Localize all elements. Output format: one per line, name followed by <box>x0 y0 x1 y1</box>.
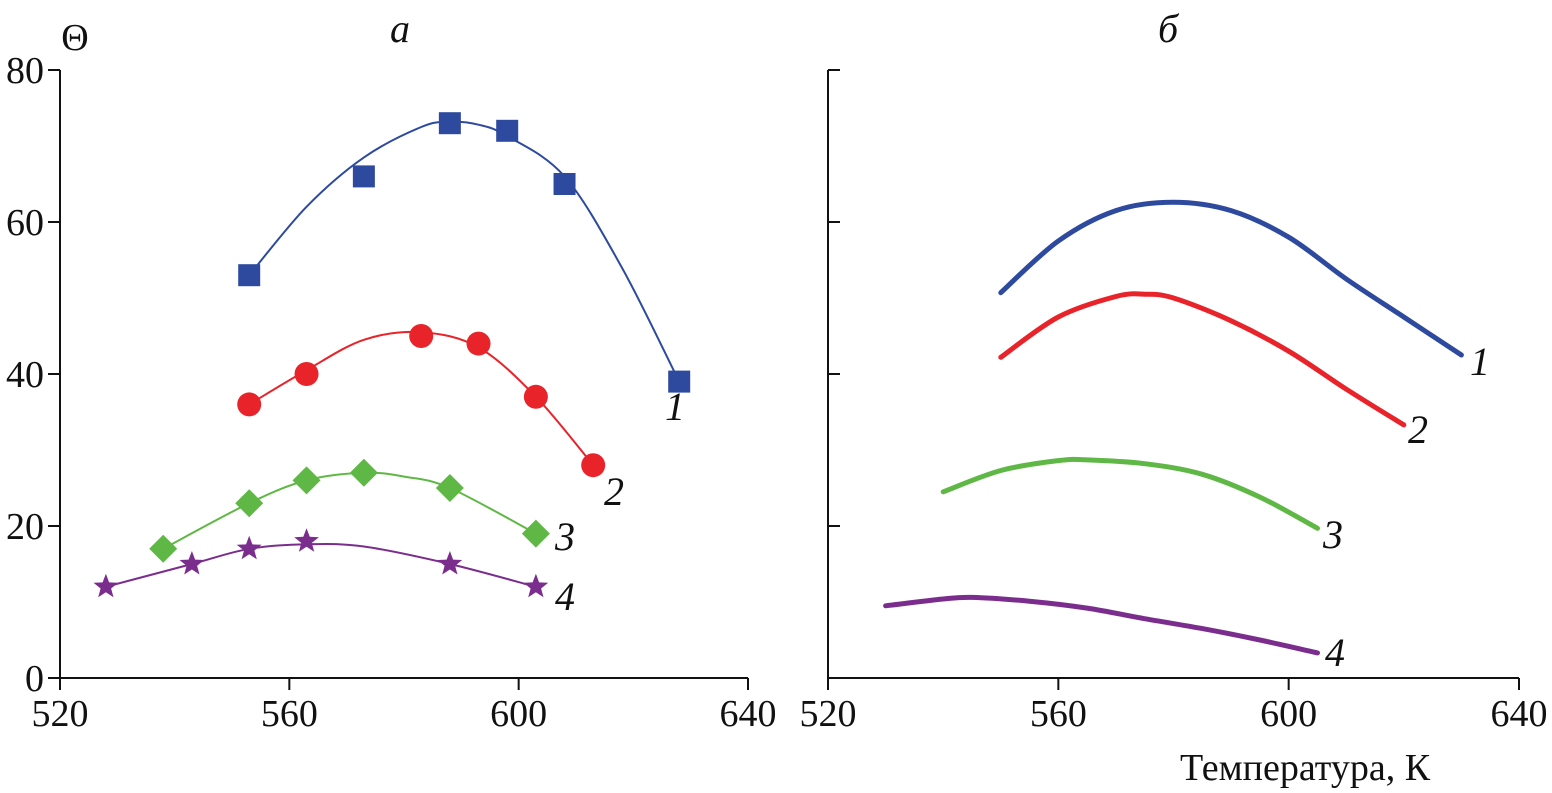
panel-a-series-2: 2 <box>237 324 624 514</box>
panel-a-series-2-point <box>237 392 262 417</box>
panel-a-series-4-point <box>294 528 319 552</box>
panel-a-y-tick-label: 40 <box>6 354 44 396</box>
panel-b-series-4: 4 <box>883 594 1345 675</box>
panel-a-series-1-point <box>438 112 461 135</box>
panel-a-series-1-point <box>668 370 691 393</box>
panel-a-series-4: 4 <box>93 528 575 619</box>
panel-a-series-3-point <box>235 489 264 518</box>
panel-b-label: б <box>1158 6 1180 51</box>
panel-a-y-tick-label: 20 <box>6 506 44 548</box>
panel-a-y-tick-label: 0 <box>25 658 44 700</box>
panel-a-y-tick-label: 80 <box>6 50 44 92</box>
panel-a: 0 20 40 60 80 520 560 600 640 а Θ 123 4 <box>6 6 777 735</box>
panel-b-x-tick-label: 560 <box>1030 693 1087 735</box>
panel-b-x-axis-title: Температура, К <box>1180 747 1431 789</box>
panel-b-x-tick-label: 520 <box>800 693 857 735</box>
panel-a-series-2-point <box>581 453 606 478</box>
panel-b-series-1-line <box>998 199 1464 358</box>
panel-a-series-2-point <box>409 324 434 348</box>
panel-a-series-3-line <box>162 471 537 550</box>
panel-a-series-3-point <box>149 534 178 563</box>
panel-b-series-3-label: 3 <box>1322 512 1343 557</box>
panel-a-series-4-point <box>179 551 205 575</box>
panel-a-series-4-point <box>93 573 119 598</box>
panel-a-series-4-point <box>236 535 262 560</box>
panel-a-series-3-point <box>435 474 464 502</box>
panel-a-x-tick-label: 560 <box>261 693 318 735</box>
panel-a-series-3-point <box>292 466 321 495</box>
panel-a-series-1-point <box>553 173 576 195</box>
panel-b-series-2-line <box>998 291 1407 428</box>
panel-a-label: а <box>390 6 410 51</box>
panel-b-series-2-label: 2 <box>1408 407 1428 452</box>
panel-b-series-1: 1 <box>998 199 1490 384</box>
panel-a-series-4-point <box>523 573 549 598</box>
panel-a-series-1-point <box>496 119 519 142</box>
panel-a-series-4-label: 4 <box>555 574 575 619</box>
panel-a-series-1: 1 <box>238 112 691 429</box>
panel-a-series-2-point <box>466 331 491 356</box>
panel-a-y-axis-title: Θ <box>61 17 88 59</box>
panel-b-series-4-label: 4 <box>1325 630 1345 675</box>
panel-a-series-2-label: 2 <box>604 469 624 514</box>
panel-a-series-1-point <box>352 165 375 188</box>
panel-a-series-3: 3 <box>149 458 575 563</box>
panel-b-series-1-label: 1 <box>1470 339 1490 384</box>
panel-a-series-2-point <box>523 384 548 409</box>
panel-a-series-1-line <box>248 120 681 383</box>
panel-a-series-3-point <box>521 519 550 548</box>
panel-b-series-3-line <box>940 456 1320 531</box>
panel-a-x-tick-label: 520 <box>32 693 89 735</box>
panel-b-x-tick-label: 640 <box>1491 693 1548 735</box>
panel-a-series-1-point <box>238 264 261 287</box>
panel-a-series-2-point <box>294 362 319 386</box>
panel-b-x-tick-label: 600 <box>1260 693 1317 735</box>
panel-a-series-1-label: 1 <box>665 384 685 429</box>
panel-a-series-3-point <box>349 458 378 487</box>
panel-a-series-4-point <box>437 551 463 575</box>
panel-b: 520 560 600 640 б Температура, К 12 3 4 <box>800 6 1548 789</box>
panel-b-series-4-line <box>883 594 1320 656</box>
panel-a-x-tick-label: 600 <box>490 693 547 735</box>
panel-a-series-3-label: 3 <box>554 514 575 559</box>
panel-a-y-tick-label: 60 <box>6 202 44 244</box>
panel-b-series-2: 2 <box>998 291 1428 452</box>
panel-b-series-3: 3 <box>940 456 1343 557</box>
panel-a-x-tick-label: 640 <box>720 693 777 735</box>
